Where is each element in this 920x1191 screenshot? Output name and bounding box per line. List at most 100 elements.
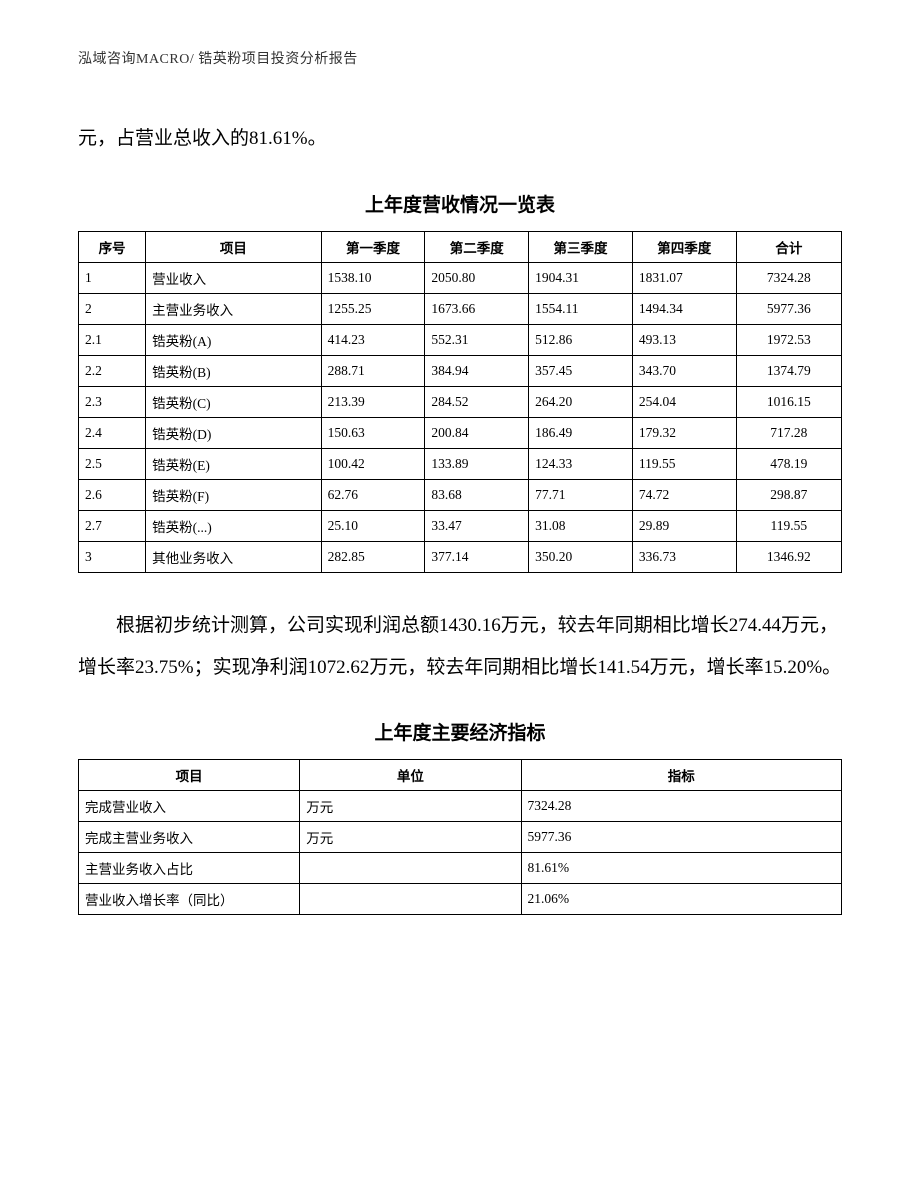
cell: 锆英粉(E) (146, 448, 321, 479)
cell: 1673.66 (425, 293, 529, 324)
cell: 298.87 (736, 479, 841, 510)
cell: 350.20 (529, 541, 633, 572)
cell: 锆英粉(C) (146, 386, 321, 417)
cell: 493.13 (632, 324, 736, 355)
cell: 2050.80 (425, 262, 529, 293)
cell: 33.47 (425, 510, 529, 541)
cell: 2.6 (79, 479, 146, 510)
page-header: 泓域咨询MACRO/ 锆英粉项目投资分析报告 (78, 48, 842, 68)
cell: 1346.92 (736, 541, 841, 572)
cell: 31.08 (529, 510, 633, 541)
cell: 77.71 (529, 479, 633, 510)
table1-title: 上年度营收情况一览表 (78, 190, 842, 217)
col-q2: 第二季度 (425, 231, 529, 262)
cell: 100.42 (321, 448, 425, 479)
cell: 74.72 (632, 479, 736, 510)
cell: 25.10 (321, 510, 425, 541)
cell: 1374.79 (736, 355, 841, 386)
cell: 1016.15 (736, 386, 841, 417)
table-row: 2.7锆英粉(...)25.1033.4731.0829.89119.55 (79, 510, 842, 541)
cell: 1538.10 (321, 262, 425, 293)
col-q1: 第一季度 (321, 231, 425, 262)
col-item: 项目 (146, 231, 321, 262)
col-q4: 第四季度 (632, 231, 736, 262)
cell: 2.1 (79, 324, 146, 355)
table-row: 营业收入增长率（同比） 21.06% (79, 884, 842, 915)
indicators-table-body: 完成营业收入万元7324.28完成主营业务收入万元5977.36主营业务收入占比… (79, 791, 842, 915)
revenue-table-body: 1营业收入1538.102050.801904.311831.077324.28… (79, 262, 842, 572)
cell: 119.55 (736, 510, 841, 541)
cell: 186.49 (529, 417, 633, 448)
cell: 完成主营业务收入 (79, 822, 300, 853)
cell: 124.33 (529, 448, 633, 479)
cell: 主营业务收入占比 (79, 853, 300, 884)
cell: 284.52 (425, 386, 529, 417)
cell: 254.04 (632, 386, 736, 417)
table-row: 完成营业收入万元7324.28 (79, 791, 842, 822)
cell: 主营业务收入 (146, 293, 321, 324)
cell (300, 884, 521, 915)
cell: 营业收入 (146, 262, 321, 293)
cell: 锆英粉(F) (146, 479, 321, 510)
table-row: 2.2锆英粉(B)288.71384.94357.45343.701374.79 (79, 355, 842, 386)
cell: 完成营业收入 (79, 791, 300, 822)
revenue-table: 序号 项目 第一季度 第二季度 第三季度 第四季度 合计 1营业收入1538.1… (78, 231, 842, 573)
col-serial: 序号 (79, 231, 146, 262)
cell: 343.70 (632, 355, 736, 386)
cell: 营业收入增长率（同比） (79, 884, 300, 915)
cell: 2.3 (79, 386, 146, 417)
table-row: 2.5锆英粉(E)100.42133.89124.33119.55478.19 (79, 448, 842, 479)
cell: 5977.36 (521, 822, 841, 853)
table2-title: 上年度主要经济指标 (78, 718, 842, 745)
cell: 3 (79, 541, 146, 572)
cell: 1255.25 (321, 293, 425, 324)
table-header-row: 项目 单位 指标 (79, 760, 842, 791)
cell: 62.76 (321, 479, 425, 510)
cell: 213.39 (321, 386, 425, 417)
col-item: 项目 (79, 760, 300, 791)
cell: 414.23 (321, 324, 425, 355)
cell: 锆英粉(B) (146, 355, 321, 386)
cell: 150.63 (321, 417, 425, 448)
table-row: 主营业务收入占比81.61% (79, 853, 842, 884)
cell: 锆英粉(A) (146, 324, 321, 355)
cell: 200.84 (425, 417, 529, 448)
col-unit: 单位 (300, 760, 521, 791)
cell: 357.45 (529, 355, 633, 386)
cell: 21.06% (521, 884, 841, 915)
cell: 1494.34 (632, 293, 736, 324)
cell: 7324.28 (736, 262, 841, 293)
cell: 锆英粉(D) (146, 417, 321, 448)
cell: 119.55 (632, 448, 736, 479)
cell: 其他业务收入 (146, 541, 321, 572)
paragraph-1: 元，占营业总收入的81.61%。 (78, 118, 842, 160)
cell: 179.32 (632, 417, 736, 448)
cell: 2.4 (79, 417, 146, 448)
table-row: 3其他业务收入282.85377.14350.20336.731346.92 (79, 541, 842, 572)
cell: 133.89 (425, 448, 529, 479)
cell: 7324.28 (521, 791, 841, 822)
col-q3: 第三季度 (529, 231, 633, 262)
table-row: 2.6锆英粉(F)62.7683.6877.7174.72298.87 (79, 479, 842, 510)
cell: 264.20 (529, 386, 633, 417)
cell: 2.7 (79, 510, 146, 541)
cell: 83.68 (425, 479, 529, 510)
table-row: 2.3锆英粉(C)213.39284.52264.20254.041016.15 (79, 386, 842, 417)
cell: 2.5 (79, 448, 146, 479)
paragraph-2: 根据初步统计测算，公司实现利润总额1430.16万元，较去年同期相比增长274.… (78, 605, 842, 689)
cell: 717.28 (736, 417, 841, 448)
cell: 1904.31 (529, 262, 633, 293)
cell: 29.89 (632, 510, 736, 541)
cell: 478.19 (736, 448, 841, 479)
cell: 1972.53 (736, 324, 841, 355)
cell: 336.73 (632, 541, 736, 572)
cell: 282.85 (321, 541, 425, 572)
cell: 万元 (300, 791, 521, 822)
cell: 377.14 (425, 541, 529, 572)
cell: 552.31 (425, 324, 529, 355)
table-header-row: 序号 项目 第一季度 第二季度 第三季度 第四季度 合计 (79, 231, 842, 262)
cell: 万元 (300, 822, 521, 853)
cell (300, 853, 521, 884)
cell: 384.94 (425, 355, 529, 386)
cell: 512.86 (529, 324, 633, 355)
